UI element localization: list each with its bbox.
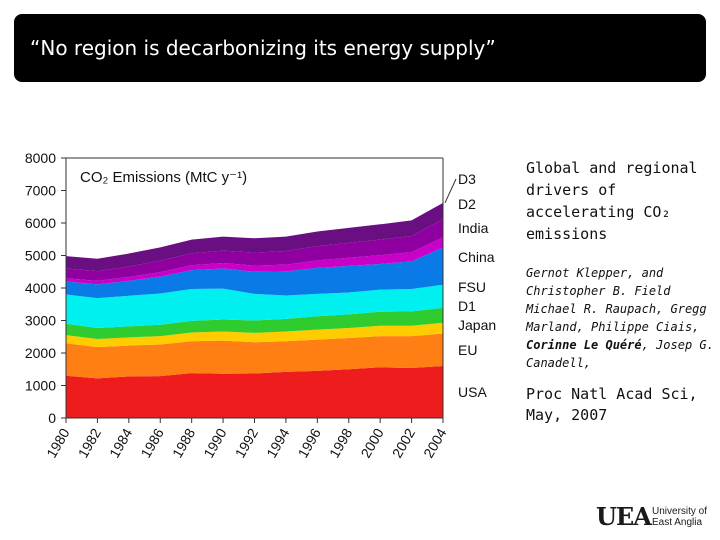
y-tick-label: 0 (48, 410, 56, 426)
x-tick-label: 1996 (294, 425, 324, 460)
series-label-china: China (458, 249, 495, 265)
author-list: Gernot Klepper, and Christopher B. Field… (526, 264, 716, 372)
area-japan (66, 322, 443, 348)
series-label-d3: D3 (458, 171, 476, 187)
logo-line: University of (652, 506, 708, 517)
y-tick-label: 1000 (25, 378, 56, 394)
area-eu (66, 333, 443, 379)
authors-bold-name: Corinne Le Quéré (526, 338, 642, 352)
authors-text-end: , Josep G. Canadell, (526, 338, 714, 370)
title-bar: “No region is decarbonizing its energy s… (14, 14, 706, 82)
area-china (66, 247, 443, 299)
series-label-d1: D1 (458, 298, 476, 314)
x-tick-label: 1998 (326, 425, 356, 460)
x-tick-label: 1988 (169, 425, 199, 460)
journal-date: May, 2007 (526, 406, 608, 424)
x-tick-label: 1980 (43, 425, 73, 460)
y-tick-label: 8000 (25, 150, 56, 166)
logo-line: East Anglia (652, 517, 703, 528)
journal-citation: Proc Natl Acad Sci, May, 2007 (526, 384, 716, 426)
journal-name: Proc Natl Acad Sci, (526, 385, 698, 403)
x-tick-label: 1990 (200, 425, 230, 460)
x-tick-label: 2002 (389, 425, 419, 460)
series-label-japan: Japan (458, 317, 496, 333)
area-d2 (66, 219, 443, 281)
logo-text: University of East Anglia (652, 506, 707, 528)
y-tick-label: 5000 (25, 248, 56, 264)
authors-text: Gernot Klepper, and Christopher B. Field… (526, 266, 707, 334)
series-label-d2: D2 (458, 196, 476, 212)
uea-logo: UEA University of East Anglia (596, 503, 716, 531)
series-label-usa: USA (458, 384, 487, 400)
y-tick-label: 7000 (25, 183, 56, 199)
y-tick-label: 2000 (25, 345, 56, 361)
series-labels: USA EU Japan D1 FSU China India D2 D3 (444, 171, 496, 400)
y-tick-label: 3000 (25, 313, 56, 329)
x-tick-label: 2000 (357, 425, 387, 460)
area-d3 (66, 202, 443, 272)
logo-mark: UEA (596, 502, 652, 531)
side-title-line: drivers of (526, 181, 617, 199)
area-layers (66, 202, 443, 418)
x-tick-label: 1994 (263, 425, 293, 460)
series-label-fsu: FSU (458, 279, 486, 295)
y-tick-label: 4000 (25, 280, 56, 296)
series-label-eu: EU (458, 342, 477, 358)
side-title-line: emissions (526, 225, 608, 243)
area-d1 (66, 307, 443, 340)
area-usa (66, 366, 443, 418)
side-title-line: Global and regional (526, 159, 698, 177)
area-fsu (66, 284, 443, 328)
x-tick-label: 1992 (232, 425, 262, 460)
x-tick-label: 1982 (75, 425, 105, 460)
series-label-india: India (458, 220, 489, 236)
slide-title: “No region is decarbonizing its energy s… (30, 36, 496, 60)
side-title-line: accelerating CO₂ (526, 203, 671, 221)
chart-title: CO₂ Emissions (MtC y⁻¹) (80, 169, 247, 186)
annotation-arrow (444, 178, 457, 204)
side-title: Global and regional drivers of accelerat… (526, 157, 706, 245)
x-tick-label: 1984 (106, 425, 136, 460)
y-tick-label: 6000 (25, 215, 56, 231)
area-india (66, 237, 443, 285)
x-tick-label: 1986 (137, 425, 167, 460)
x-tick-label: 2004 (420, 425, 450, 460)
